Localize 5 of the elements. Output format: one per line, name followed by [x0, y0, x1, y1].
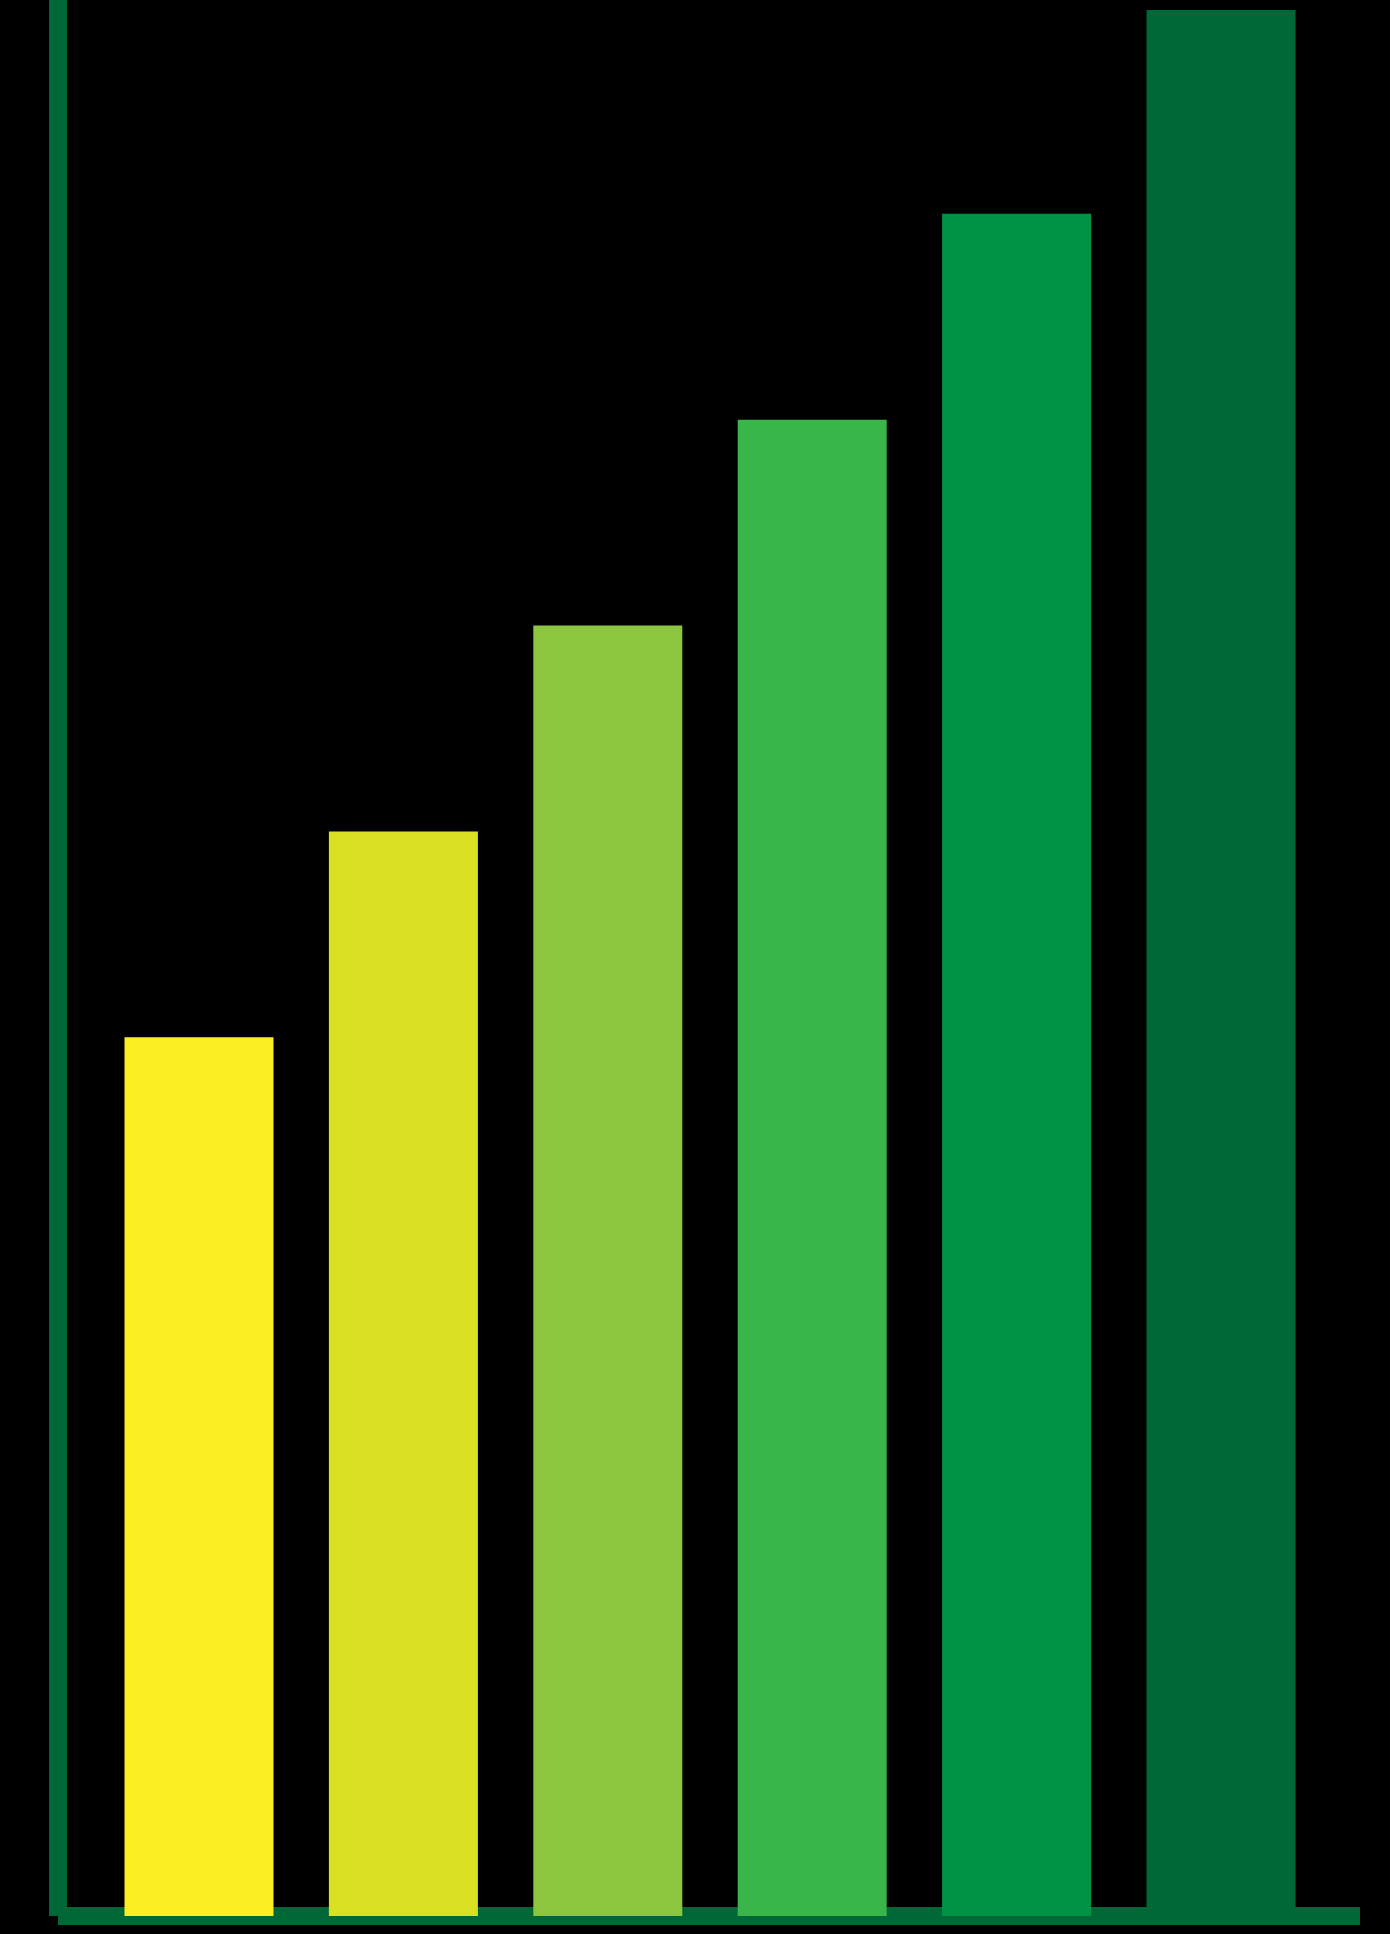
bar: [124, 1037, 274, 1916]
bar: [737, 419, 887, 1916]
bar: [533, 625, 683, 1916]
bar: [942, 213, 1092, 1916]
bar: [328, 831, 478, 1916]
